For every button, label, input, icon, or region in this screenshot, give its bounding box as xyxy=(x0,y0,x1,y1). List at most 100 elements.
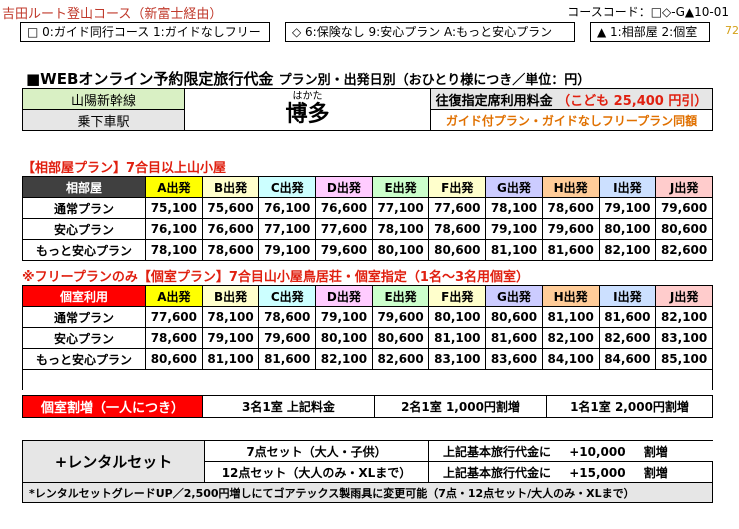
col-header: I出発 xyxy=(598,176,657,198)
row-label: 安心プラン xyxy=(22,218,146,240)
price-cell: 79,600 xyxy=(315,239,373,261)
price-cell: 82,100 xyxy=(315,348,373,370)
price-cell: 81,600 xyxy=(258,348,317,370)
page-number: 72 xyxy=(725,24,739,37)
rental-note: *レンタルセットグレードUP／2,500円増しにてゴアテックス製雨具に変更可能（… xyxy=(22,482,713,503)
station-name: 博多 xyxy=(285,101,330,127)
price-cell: 81,100 xyxy=(485,239,543,261)
price-cell: 78,600 xyxy=(541,197,600,219)
price-cell: 79,100 xyxy=(315,306,373,328)
rental-label: +レンタルセット xyxy=(22,440,205,483)
col-header: I出発 xyxy=(598,285,657,307)
col-header: F出発 xyxy=(428,285,487,307)
price-cell: 75,100 xyxy=(145,197,203,219)
price-cell: 80,600 xyxy=(655,218,713,240)
rental-set12-row: 上記基本旅行代金に +15,000 割増 xyxy=(428,461,713,483)
price-cell: 78,600 xyxy=(428,218,487,240)
price-cell: 82,100 xyxy=(541,327,600,349)
price-cell: 77,600 xyxy=(145,306,203,328)
price-cell: 79,100 xyxy=(258,239,317,261)
col-header: J出発 xyxy=(655,285,713,307)
price-cell: 79,100 xyxy=(201,327,260,349)
table-row: もっと安心プラン 80,600 81,100 81,600 82,100 82,… xyxy=(22,348,713,370)
col-header: H出発 xyxy=(541,285,600,307)
surcharge-one: 1名1室 2,000円割増 xyxy=(546,395,713,418)
station-table: 山陽新幹線 はかた 博多 往復指定席利用料金 （こども 25,400 円引） 乗… xyxy=(22,88,713,131)
table-row: 通常プラン 77,600 78,100 78,600 79,100 79,600… xyxy=(22,306,713,328)
price-cell: 79,600 xyxy=(655,197,713,219)
price-cell: 76,600 xyxy=(201,218,260,240)
price-cell: 81,600 xyxy=(598,306,657,328)
rental-set12-price: +15,000 xyxy=(569,465,626,480)
price-cell: 77,100 xyxy=(258,218,317,240)
private-header-label: 個室利用 xyxy=(22,285,146,307)
boarding-label: 乗下車駅 xyxy=(22,109,185,131)
price-cell: 82,600 xyxy=(371,348,430,370)
price-cell: 83,100 xyxy=(428,348,487,370)
price-cell: 77,600 xyxy=(315,218,373,240)
price-cell: 80,100 xyxy=(428,306,487,328)
fare-label: 往復指定席利用料金 xyxy=(435,93,553,109)
price-cell: 76,100 xyxy=(258,197,317,219)
rental-table: +レンタルセット 7点セット（大人・子供） 上記基本旅行代金に +10,000 … xyxy=(22,440,713,503)
price-cell: 82,100 xyxy=(655,306,713,328)
col-header: B出発 xyxy=(201,176,260,198)
code-legend: □ 0:ガイド同行コース 1:ガイドなしフリー ◇ 6:保険なし 9:安心プラン… xyxy=(20,22,710,42)
course-code: コースコード：□◇-G▲10-01 xyxy=(567,5,729,19)
price-cell: 78,100 xyxy=(485,197,543,219)
price-cell: 79,100 xyxy=(598,197,657,219)
price-cell: 78,600 xyxy=(145,327,203,349)
heading-sub: プラン別・出発日別（おひとり様につき／単位：円） xyxy=(278,73,591,88)
col-header: G出発 xyxy=(485,285,543,307)
col-header: J出発 xyxy=(655,176,713,198)
col-header: C出発 xyxy=(258,176,317,198)
price-cell: 80,600 xyxy=(371,327,430,349)
legend-room: ▲ 1:相部屋 2:個室 xyxy=(590,22,710,42)
price-cell: 80,600 xyxy=(145,348,203,370)
price-cell: 78,100 xyxy=(145,239,203,261)
price-cell: 80,100 xyxy=(371,239,430,261)
price-cell: 81,600 xyxy=(485,327,543,349)
price-cell: 79,100 xyxy=(485,218,543,240)
station-cell: はかた 博多 xyxy=(184,88,431,131)
rental-set12-unit: 割増 xyxy=(643,465,668,480)
col-header: H出発 xyxy=(541,176,600,198)
rental-set12-name: 12点セット（大人のみ・XLまで） xyxy=(204,461,429,483)
surcharge-label: 個室割増（一人につき） xyxy=(22,395,203,418)
row-label: もっと安心プラン xyxy=(22,239,146,261)
course-title: 吉田ルート登山コース（新富士経由） xyxy=(2,7,223,22)
col-header: G出発 xyxy=(485,176,543,198)
shared-header-label: 相部屋 xyxy=(22,176,146,198)
price-cell: 76,600 xyxy=(315,197,373,219)
row-label: 安心プラン xyxy=(22,327,146,349)
col-header: D出発 xyxy=(315,176,373,198)
price-heading: ■WEBオンライン予約限定旅行代金 プラン別・出発日別（おひとり様につき／単位：… xyxy=(26,68,590,89)
price-cell: 83,100 xyxy=(655,327,713,349)
col-header: A出発 xyxy=(145,285,203,307)
col-header: E出発 xyxy=(371,285,430,307)
price-cell: 80,600 xyxy=(485,306,543,328)
rental-set7-name: 7点セット（大人・子供） xyxy=(204,440,429,462)
price-cell: 83,600 xyxy=(485,348,543,370)
line-label: 山陽新幹線 xyxy=(22,88,185,110)
col-header: F出発 xyxy=(428,176,487,198)
price-cell: 80,600 xyxy=(428,239,487,261)
child-fare: （こども 25,400 円引） xyxy=(557,93,708,109)
price-cell: 81,100 xyxy=(541,306,600,328)
price-cell: 84,600 xyxy=(598,348,657,370)
table-row: もっと安心プラン 78,100 78,600 79,100 79,600 80,… xyxy=(22,239,713,261)
rental-set7-unit: 割増 xyxy=(643,444,668,459)
rental-set12-desc: 上記基本旅行代金に xyxy=(443,465,552,480)
shared-fare-table: 相部屋 A出発 B出発 C出発 D出発 E出発 F出発 G出発 H出発 I出発 … xyxy=(22,176,713,261)
table-row: 安心プラン 78,600 79,100 79,600 80,100 80,600… xyxy=(22,327,713,349)
row-label: もっと安心プラン xyxy=(22,348,146,370)
price-cell: 81,100 xyxy=(428,327,487,349)
col-header: E出発 xyxy=(371,176,430,198)
rental-set7-price: +10,000 xyxy=(569,444,626,459)
price-cell: 84,100 xyxy=(541,348,600,370)
surcharge-table: 個室割増（一人につき） 3名1室 上記料金 2名1室 1,000円割増 1名1室… xyxy=(22,395,713,418)
price-cell: 79,600 xyxy=(258,327,317,349)
price-cell: 80,100 xyxy=(598,218,657,240)
price-cell: 78,100 xyxy=(371,218,430,240)
surcharge-three: 3名1室 上記料金 xyxy=(202,395,375,418)
